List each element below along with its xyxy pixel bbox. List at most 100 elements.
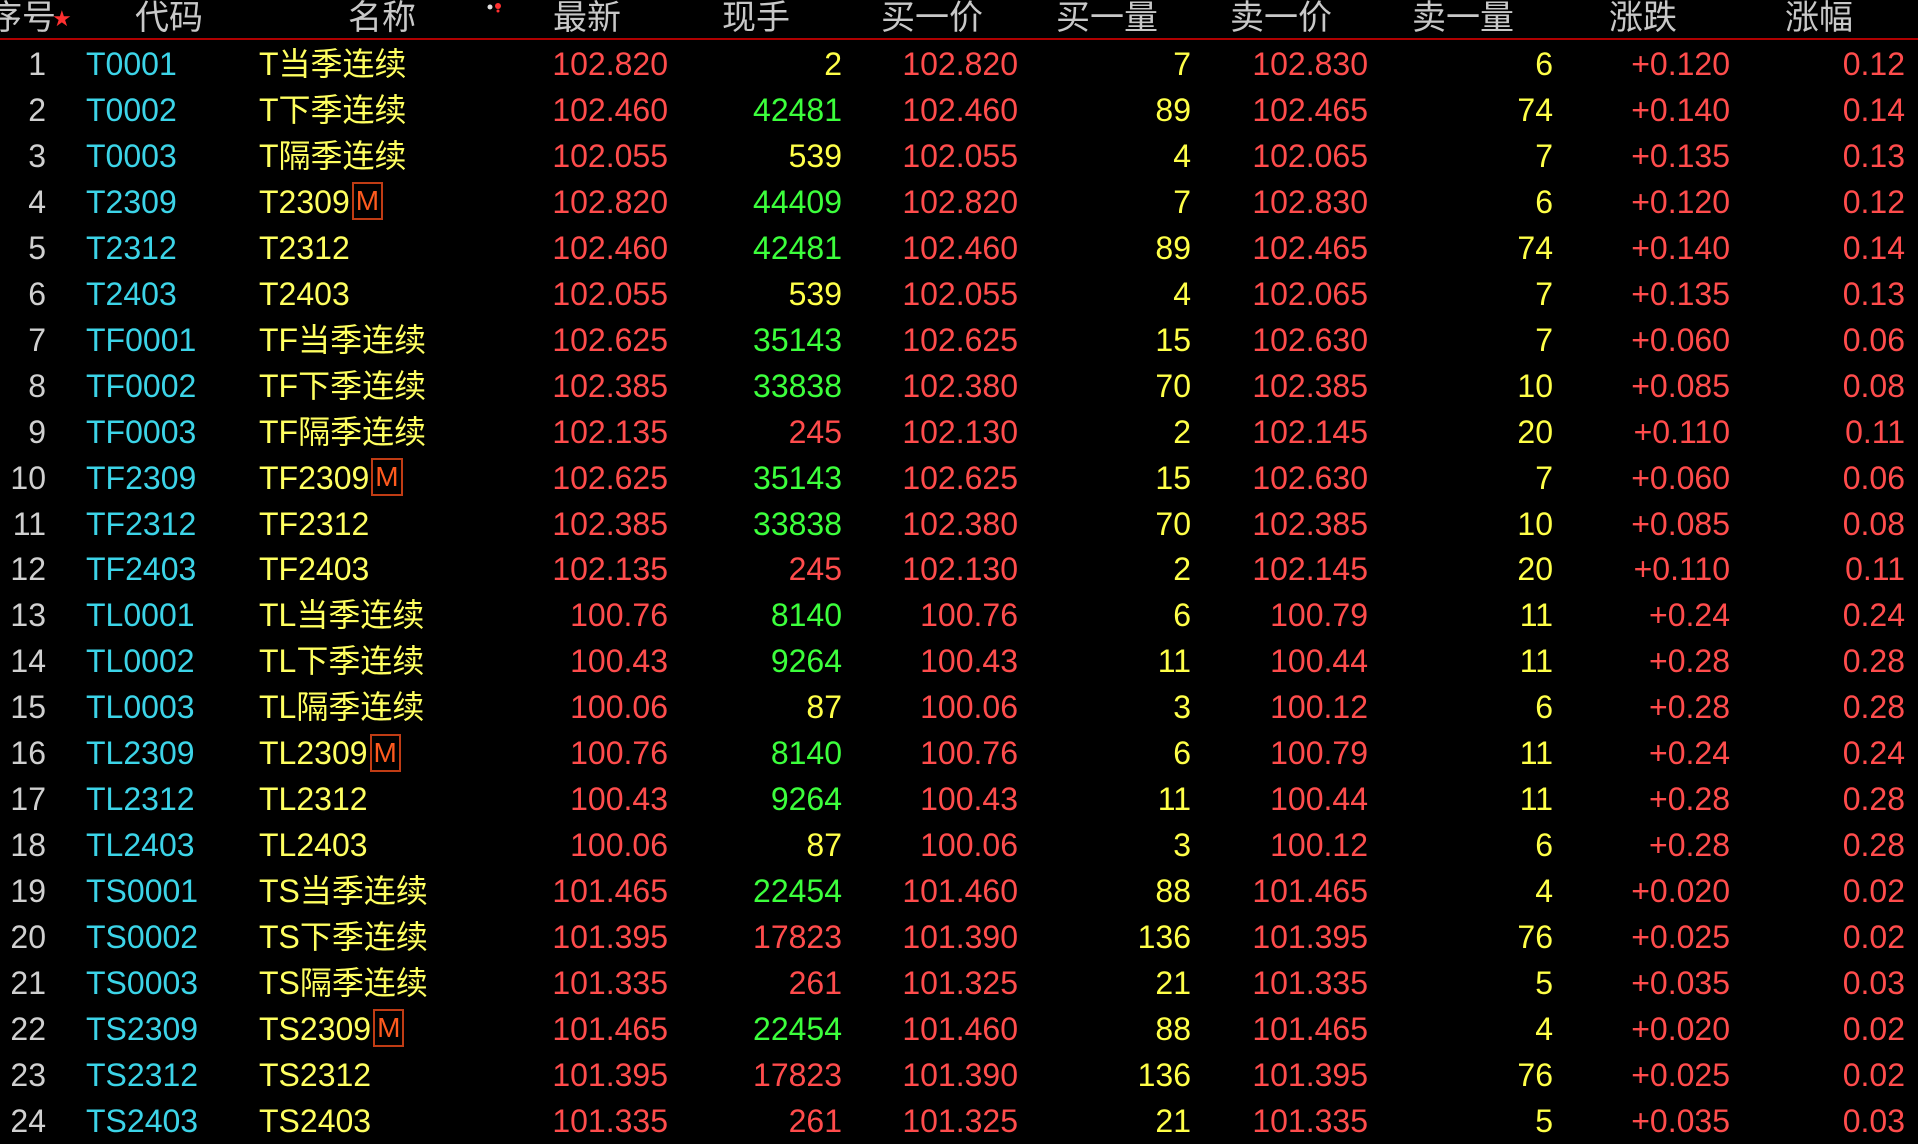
bid-volume: 11 [1157,781,1191,818]
change-percent: 0.13 [1842,275,1905,312]
code: TL0001 [86,597,195,634]
column-header[interactable]: 买一量 [1056,0,1158,37]
ask-price: 100.79 [1270,735,1368,772]
bid-volume: 88 [1155,873,1191,910]
code: T0001 [86,46,177,82]
change: +0.025 [1631,919,1730,956]
ask-volume: 6 [1535,46,1553,82]
bid-price: 100.43 [920,781,1018,818]
code: TL2309 [86,735,195,772]
column-header[interactable]: 现手 [722,0,790,37]
bid-price: 101.460 [902,873,1018,910]
ask-volume: 11 [1519,781,1553,818]
bid-volume: 3 [1173,689,1191,726]
ask-volume: 7 [1535,321,1553,358]
ask-price: 102.630 [1252,321,1368,358]
index: 21 [10,965,46,1001]
column-header[interactable]: 序号 [0,0,56,37]
volume: 8140 [770,597,842,634]
ask-price: 102.145 [1252,551,1368,588]
ask-price: 102.065 [1252,275,1368,312]
code: TS0003 [86,965,199,1001]
last-price: 102.385 [552,367,668,404]
main-contract-badge: M [373,1009,405,1048]
bid-volume: 4 [1173,275,1191,312]
change: +0.135 [1631,137,1730,174]
index: 12 [10,551,46,588]
last-price: 101.335 [552,965,668,1001]
volume: 17823 [753,1056,842,1093]
volume: 87 [806,827,842,864]
name: TF2312 [259,505,370,542]
volume: 17823 [753,919,842,956]
index: 23 [10,1056,46,1093]
bid-price: 101.390 [902,919,1018,956]
column-header[interactable]: 买一价 [881,0,983,37]
volume: 33838 [753,505,842,542]
ask-price: 100.44 [1270,781,1368,818]
code: T2403 [86,275,177,312]
sort-mark[interactable]: ★ [52,6,72,31]
code: TL2312 [86,781,195,818]
index: 9 [28,413,46,450]
ask-price: 102.830 [1252,46,1368,82]
change-percent: 0.02 [1842,1056,1905,1093]
index: 10 [10,459,46,496]
bid-volume: 88 [1155,1010,1191,1047]
volume: 9264 [770,781,842,818]
column-header[interactable]: 最新 [553,0,621,37]
column-header[interactable]: 涨跌 [1609,0,1677,37]
volume: 9264 [770,643,842,680]
column-settings-icon[interactable] [486,2,506,14]
code: TF0002 [86,367,197,404]
index: 7 [28,321,46,358]
ask-price: 101.335 [1252,965,1368,1001]
column-header[interactable]: 涨幅 [1785,0,1853,37]
last-price: 100.43 [570,643,668,680]
last-price: 100.76 [570,735,668,772]
bid-volume: 136 [1137,1056,1191,1093]
ask-volume: 76 [1517,919,1553,956]
volume: 22454 [753,873,842,910]
name: TS2309 [259,1010,372,1047]
ask-price: 102.145 [1252,413,1368,450]
bid-price: 102.460 [902,91,1018,128]
change-percent: 0.02 [1842,873,1905,910]
bid-volume: 89 [1155,229,1191,266]
bid-price: 100.43 [920,643,1018,680]
change: +0.060 [1631,321,1730,358]
column-header[interactable]: 名称 [348,0,416,37]
bid-price: 100.06 [920,689,1018,726]
bid-price: 102.380 [902,505,1018,542]
code: TL2403 [86,827,195,864]
ask-volume: 20 [1517,551,1553,588]
change: +0.110 [1633,413,1730,450]
last-price: 101.465 [552,873,668,910]
index: 15 [10,689,46,726]
index: 8 [28,367,46,404]
name: TS2403 [259,1102,372,1139]
bid-price: 102.820 [902,46,1018,82]
ask-price: 101.395 [1252,1056,1368,1093]
ask-volume: 7 [1535,275,1553,312]
volume: 539 [788,137,842,174]
volume: 245 [788,551,842,588]
index: 19 [10,873,46,910]
column-header[interactable]: 代码 [135,0,203,37]
volume: 2 [824,46,842,82]
last-price: 102.625 [552,321,668,358]
index: 4 [28,183,46,220]
last-price: 100.43 [570,781,668,818]
change: +0.020 [1631,1010,1730,1047]
ask-volume: 11 [1519,597,1553,634]
code: TS2312 [86,1056,199,1093]
column-header[interactable]: 卖一价 [1230,0,1332,37]
bid-volume: 2 [1173,551,1191,588]
column-header[interactable]: 卖一量 [1412,0,1514,37]
name: TL2312 [259,781,368,818]
bid-price: 102.625 [902,321,1018,358]
ask-price: 101.465 [1252,873,1368,910]
volume: 33838 [753,367,842,404]
ask-price: 100.79 [1270,597,1368,634]
change: +0.24 [1649,597,1730,634]
